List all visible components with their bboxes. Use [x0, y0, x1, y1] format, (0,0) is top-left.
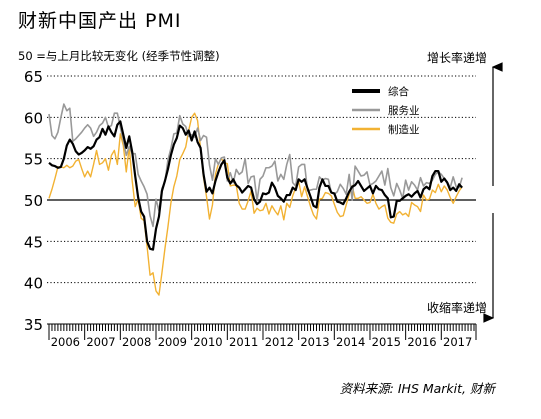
x-year-label: 2009 [158, 335, 187, 349]
legend-label-manufacturing: 制造业 [388, 123, 420, 136]
series-line-manufacturing [48, 112, 463, 296]
x-year-label: 2011 [229, 335, 258, 349]
x-year-label: 2008 [122, 335, 151, 349]
x-year-label: 2013 [300, 335, 329, 349]
series-line-services [48, 103, 463, 228]
chart-title: 财新中国产出 PMI [18, 10, 182, 32]
annotation-contraction: 收缩率递增 [427, 300, 487, 315]
y-tick-label: 45 [24, 233, 43, 251]
y-tick-label: 50 [24, 192, 43, 210]
x-year-label: 2010 [193, 335, 222, 349]
y-tick-label: 60 [24, 109, 43, 127]
y-tick-label: 35 [24, 316, 43, 334]
x-year-label: 2017 [443, 335, 472, 349]
chart-subtitle: 50 =与上月比较无变化 (经季节性调整) [18, 49, 220, 63]
legend-label-composite: 综合 [388, 85, 409, 98]
x-year-label: 2007 [86, 335, 115, 349]
x-year-label: 2015 [372, 335, 401, 349]
y-tick-label: 55 [24, 151, 43, 169]
source-note: 资料来源: IHS Markit, 财新 [339, 381, 495, 396]
x-year-label: 2014 [336, 335, 365, 349]
y-tick-label: 40 [24, 275, 43, 293]
series-line-composite [48, 120, 463, 251]
annotation-increase: 增长率递增 [427, 50, 487, 65]
y-tick-label: 65 [24, 68, 43, 86]
legend-label-services: 服务业 [388, 104, 420, 117]
x-year-label: 2006 [51, 335, 80, 349]
x-year-label: 2012 [265, 335, 294, 349]
x-year-label: 2016 [407, 335, 436, 349]
